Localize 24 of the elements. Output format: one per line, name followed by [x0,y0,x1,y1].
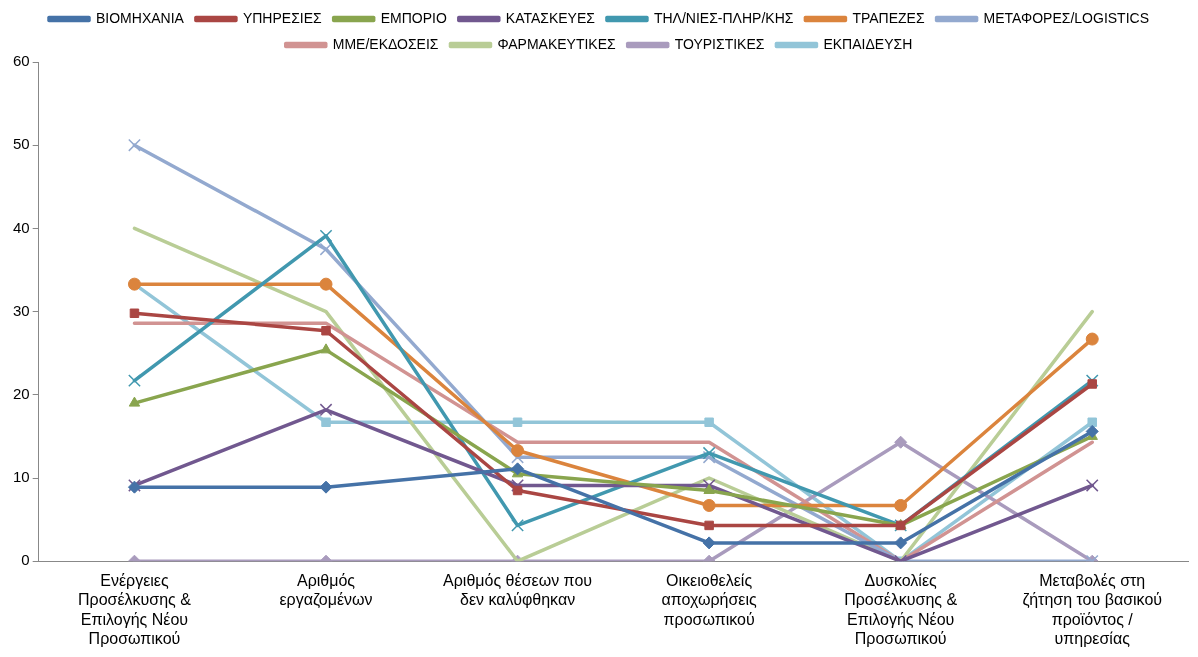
legend-label: ΤΗΛ/ΝΙΕΣ-ΠΛΗΡ/ΚΗΣ [653,9,794,26]
y-tick-label: 60 [13,52,30,70]
legend-label: ΤΡΑΠΕΖΕΣ [852,9,925,26]
y-tick-label: 30 [13,301,30,319]
x-tick-label: Οικειοθελείς αποχωρήσεις προσωπικού [661,572,758,628]
legend-label: ΒΙΟΜΗΧΑΝΙΑ [96,9,185,26]
legend-label: ΜΜΕ/ΕΚΔΟΣΕΙΣ [332,35,439,52]
legend-label: ΕΚΠΑΙΔΕΥΣΗ [823,35,913,52]
x-tick-label: Μεταβολές στη ζήτηση του βασικού προϊόντος / υπηρεσίας [1022,572,1163,647]
x-tick-label: Ενέργειες Προσέλκυσης & Επιλογής Νέου Προσωπικού [78,572,192,647]
legend-label: ΚΑΤΑΣΚΕΥΕΣ [505,9,596,26]
legend-label: ΦΑΡΜΑΚΕΥΤΙΚΕΣ [497,35,617,52]
legend-label: ΜΕΤΑΦΟΡΕΣ/LOGISTICS [983,9,1150,26]
y-tick-label: 50 [13,135,30,153]
x-tick-label: Δυσκολίες Προσέλκυσης & Επιλογής Νέου Προσωπικού [844,572,958,647]
y-tick-label: 0 [21,551,30,569]
y-tick-label: 20 [13,384,30,402]
x-tick-label: Αριθμός θέσεων που δεν καλύφθηκαν [443,572,593,609]
legend-label: ΕΜΠΟΡΙΟ [380,9,447,26]
y-tick-label: 10 [13,468,30,486]
legend-label: ΥΠΗΡΕΣΙΕΣ [242,9,323,26]
x-tick-label: Αριθμός εργαζομένων [279,572,373,610]
legend-label: ΤΟΥΡΙΣΤΙΚΕΣ [674,35,765,52]
y-tick-label: 40 [13,218,30,236]
